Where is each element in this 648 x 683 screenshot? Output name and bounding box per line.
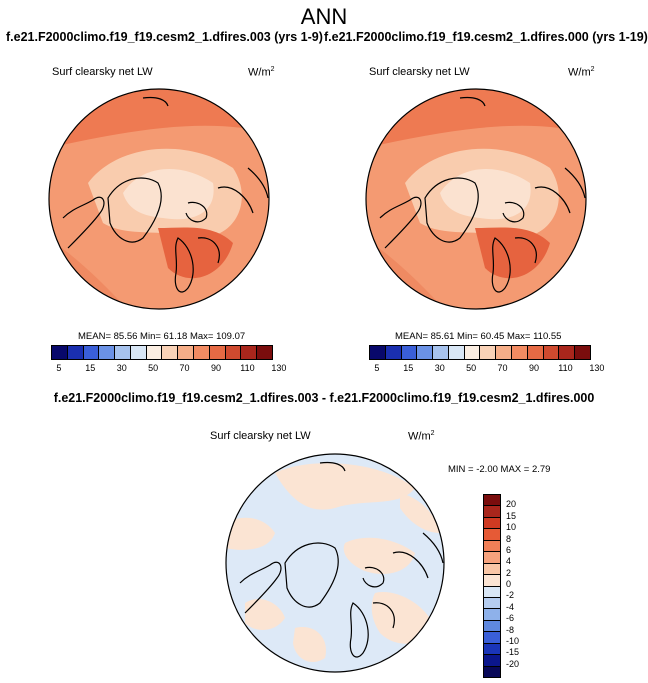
colorbar-swatch (256, 346, 272, 359)
colorbar-swatch (484, 505, 500, 517)
colorbar-swatch (484, 619, 500, 632)
colorbar-tick-label: -15 (506, 647, 520, 658)
colorbar-tick-label: -2 (506, 590, 515, 601)
colorbar-tick-label: 6 (506, 544, 512, 555)
colorbar-tick-label: 90 (528, 363, 540, 373)
colorbar-tick-label: -10 (506, 635, 520, 646)
diff-units-label: W/m2 (408, 430, 435, 443)
colorbar-tick-label: 10 (506, 522, 517, 533)
colorbar-tick-label: 5 (374, 363, 380, 373)
colorbar-tick-label: 8 (506, 533, 512, 544)
difference-colorbar (483, 494, 501, 678)
colorbar-swatch (484, 654, 500, 666)
colorbar-swatch (484, 562, 500, 575)
colorbar-swatch (484, 495, 500, 506)
colorbar-tick-label: 15 (506, 510, 517, 521)
colorbar-tick-label: -6 (506, 613, 515, 624)
colorbar-tick-label: 70 (179, 363, 190, 373)
right-case-title: f.e21.F2000climo.f19_f19.cesm2_1.dfires.… (324, 30, 648, 44)
colorbar-swatch (177, 346, 194, 359)
colorbar-tick-label: 15 (403, 363, 414, 373)
colorbar-swatch (193, 346, 209, 359)
colorbar-tick-label: 130 (589, 363, 605, 373)
colorbar-swatch (558, 346, 575, 359)
colorbar-swatch (574, 346, 590, 359)
difference-colorbar-labels: 20 15 10 8 6 4 2 0 -2 -4 -6 -8 -10 -15 -20 (506, 494, 536, 676)
colorbar-swatch (432, 346, 448, 359)
colorbar-swatch (370, 346, 385, 359)
colorbar-swatch (208, 346, 225, 359)
colorbar-swatch (484, 516, 500, 529)
colorbar-swatch (416, 346, 433, 359)
colorbar-swatch (484, 665, 500, 677)
colorbar-tick-label: -20 (506, 658, 520, 669)
colorbar-swatch (511, 346, 527, 359)
colorbar-swatch (484, 608, 500, 620)
colorbar-swatch (484, 642, 500, 655)
left-polar-map (48, 88, 270, 310)
colorbar-swatch (542, 346, 559, 359)
colorbar-swatch (484, 539, 500, 552)
colorbar-swatch (484, 574, 500, 586)
colorbar-swatch (484, 596, 500, 609)
colorbar-swatch (82, 346, 99, 359)
colorbar-swatch (484, 585, 500, 597)
colorbar-tick-label: 0 (506, 579, 512, 589)
right-colorbar (369, 345, 591, 360)
colorbar-tick-label: 90 (210, 363, 222, 373)
colorbar-swatch (66, 346, 83, 359)
left-units-label: W/m2 (248, 66, 275, 79)
colorbar-swatch (484, 631, 500, 643)
colorbar-swatch (114, 346, 130, 359)
colorbar-swatch (484, 551, 500, 563)
diff-variable-label: Surf clearsky net LW (210, 430, 311, 442)
right-units-label: W/m2 (568, 66, 595, 79)
colorbar-tick-label: 2 (506, 567, 512, 578)
colorbar-swatch (384, 346, 401, 359)
colorbar-tick-label: 15 (85, 363, 96, 373)
colorbar-swatch (52, 346, 67, 359)
colorbar-tick-label: 130 (271, 363, 287, 373)
colorbar-tick-label: 110 (240, 363, 255, 373)
left-colorbar (51, 345, 273, 360)
colorbar-swatch (479, 346, 496, 359)
colorbar-swatch (240, 346, 257, 359)
left-case-title: f.e21.F2000climo.f19_f19.cesm2_1.dfires.… (6, 30, 323, 44)
diff-stats: MIN = -2.00 MAX = 2.79 (448, 464, 551, 475)
colorbar-swatch (484, 528, 500, 540)
difference-polar-map (225, 453, 445, 673)
colorbar-swatch (495, 346, 512, 359)
right-variable-label: Surf clearsky net LW (369, 66, 470, 78)
right-polar-map (365, 88, 587, 310)
colorbar-tick-label: 50 (466, 363, 477, 373)
colorbar-tick-label: 5 (56, 363, 62, 373)
colorbar-swatch (161, 346, 178, 359)
colorbar-tick-label: 30 (434, 363, 445, 373)
colorbar-swatch (447, 346, 464, 359)
colorbar-tick-label: 30 (116, 363, 127, 373)
colorbar-tick-label: -4 (506, 601, 515, 612)
page-title: ANN (300, 4, 348, 29)
colorbar-tick-label: 20 (506, 499, 517, 510)
colorbar-tick-label: 70 (497, 363, 508, 373)
difference-title: f.e21.F2000climo.f19_f19.cesm2_1.dfires.… (53, 391, 595, 405)
colorbar-swatch (129, 346, 146, 359)
colorbar-swatch (98, 346, 115, 359)
left-variable-label: Surf clearsky net LW (52, 66, 153, 78)
colorbar-tick-label: 50 (148, 363, 159, 373)
colorbar-swatch (526, 346, 543, 359)
right-stats: MEAN= 85.61 Min= 60.45 Max= 110.55 (395, 331, 562, 342)
colorbar-swatch (463, 346, 480, 359)
left-stats: MEAN= 85.56 Min= 61.18 Max= 109.07 (78, 331, 246, 342)
colorbar-swatch (145, 346, 162, 359)
colorbar-tick-label: 110 (558, 363, 573, 373)
colorbar-swatch (224, 346, 241, 359)
colorbar-tick-label: -8 (506, 624, 515, 635)
colorbar-swatch (400, 346, 417, 359)
colorbar-tick-label: 4 (506, 556, 512, 567)
